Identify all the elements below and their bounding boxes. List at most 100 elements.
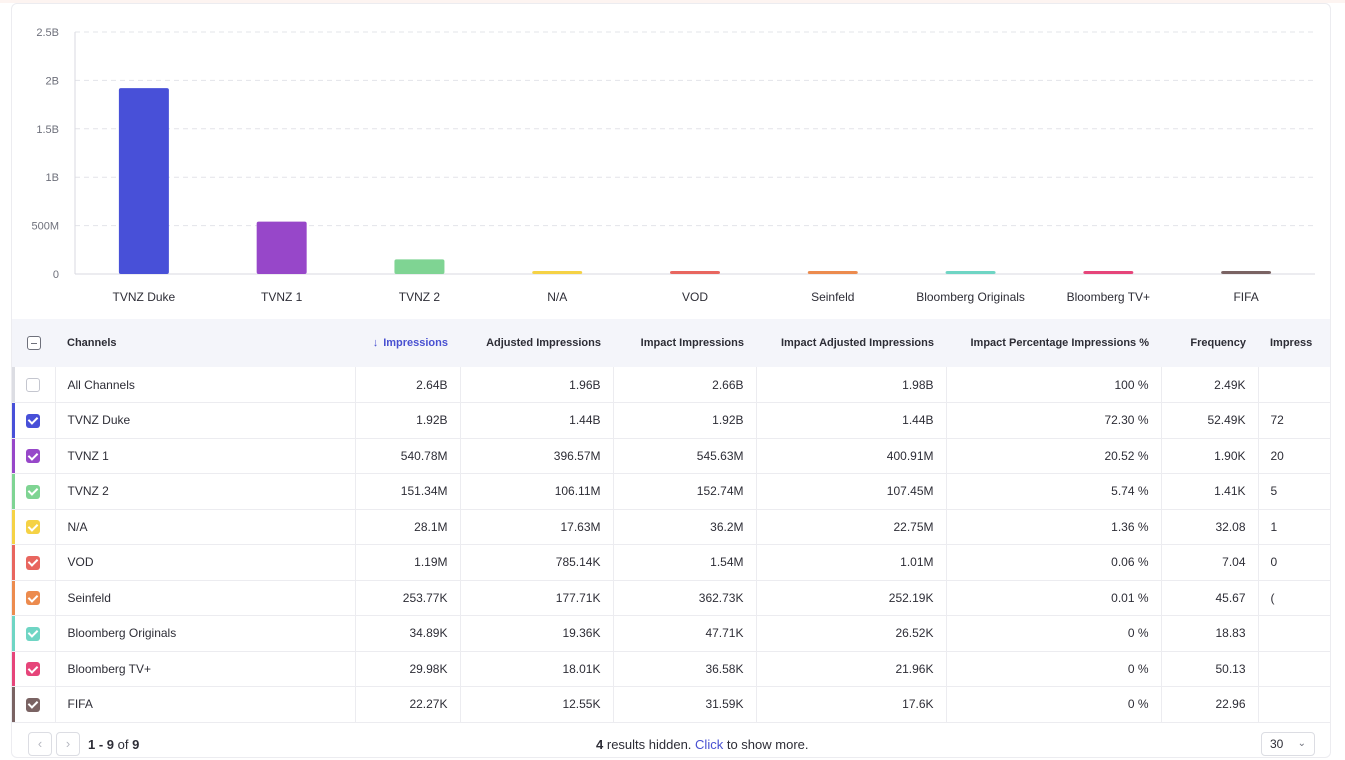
row-checkbox-cell[interactable] [12,473,56,510]
cell-impressions-extra [1258,651,1330,687]
show-more-link[interactable]: Click [695,737,724,752]
cell-impressions: 22.27K [355,686,461,722]
cell-frequency: 18.83 [1161,615,1259,652]
cell-impact-adjusted: 400.91M [756,438,947,474]
page-range: 1 - 9 [88,737,115,752]
cell-impact: 47.71K [613,615,757,652]
row-checkbox[interactable] [26,484,41,499]
bar [394,259,445,274]
cell-impact-adjusted: 107.45M [756,473,947,510]
cell-impressions-extra: 0 [1258,544,1330,581]
cell-channel: All Channels [55,367,356,403]
prev-page-button[interactable]: ‹ [28,732,52,756]
row-checkbox-cell[interactable] [12,580,56,616]
cell-channel: TVNZ 1 [55,438,356,474]
header-impact-impressions[interactable]: Impact Impressions [640,337,744,349]
cell-impact: 362.73K [613,580,757,616]
cell-frequency: 1.90K [1161,438,1259,474]
row-checkbox-cell[interactable] [12,686,56,722]
cell-frequency: 52.49K [1161,402,1259,439]
cell-channel: TVNZ 2 [55,473,356,510]
cell-frequency: 50.13 [1161,651,1259,687]
row-checkbox[interactable] [26,591,41,606]
cell-impressions-extra: 5 [1258,473,1330,510]
cell-impact: 1.54M [613,544,757,581]
cell-impressions-extra: 72 [1258,402,1330,439]
row-color-bar [12,687,15,722]
x-tick-label: TVNZ 1 [261,290,303,304]
cell-impact: 36.58K [613,651,757,687]
bar [1083,271,1134,274]
header-impressions-extra[interactable]: Impress [1270,337,1313,349]
pagination-info: 1 - 9 of 9 [88,737,139,752]
select-all-checkbox[interactable] [26,336,41,350]
row-checkbox[interactable] [26,555,41,570]
cell-impact-adjusted: 26.52K [756,615,947,652]
row-checkbox-cell[interactable] [12,544,56,581]
sort-descending-icon: ↓ [372,337,379,349]
table-row[interactable]: Bloomberg Originals 34.89K 19.36K 47.71K 26.… [12,615,1330,652]
next-page-button[interactable]: › [56,732,80,756]
x-tick-label: Bloomberg Originals [916,290,1025,304]
header-frequency[interactable]: Frequency [1190,337,1246,349]
header-impact-percentage[interactable]: Impact Percentage Impressions % [970,337,1149,349]
page-size-select[interactable]: 30 ⌄ [1261,732,1315,756]
hidden-text: results hidden. [606,737,692,752]
row-checkbox-cell[interactable] [12,402,56,439]
row-checkbox[interactable] [26,697,41,712]
channels-table-wrap[interactable]: Channels ↓ Impressions Adjusted Impressio… [12,319,1330,722]
header-channels[interactable]: Channels [67,337,117,349]
table-row[interactable]: N/A 28.1M 17.63M 36.2M 22.75M 1.36 % 32.08 1 [12,509,1330,545]
cell-adjusted: 177.71K [460,580,614,616]
row-checkbox-cell[interactable] [12,438,56,474]
cell-impact-adjusted: 22.75M [756,509,947,545]
cell-impact: 36.2M [613,509,757,545]
row-checkbox[interactable] [26,377,41,392]
chevron-down-icon: ⌄ [1297,738,1306,749]
row-checkbox-cell[interactable] [12,509,56,545]
row-checkbox[interactable] [26,449,41,464]
row-checkbox-cell[interactable] [12,651,56,687]
row-checkbox[interactable] [26,520,41,535]
cell-impact-adjusted: 1.98B [756,367,947,403]
cell-impressions: 1.92B [355,402,461,439]
table-row[interactable]: Seinfeld 253.77K 177.71K 362.73K 252.19K 0.01… [12,580,1330,616]
hidden-results-info: 4 results hidden. Click to show more. [596,737,809,752]
cell-channel: TVNZ Duke [55,402,356,439]
row-checkbox[interactable] [26,413,41,428]
cell-impressions-extra [1258,615,1330,652]
bar [1221,271,1272,274]
cell-channel: VOD [55,544,356,581]
cell-impressions: 2.64B [355,367,461,403]
table-row[interactable]: FIFA 22.27K 12.55K 31.59K 17.6K 0 % 22.96 [12,686,1330,722]
cell-channel: N/A [55,509,356,545]
x-tick-label: Bloomberg TV+ [1067,290,1151,304]
chevron-left-icon: ‹ [37,736,43,751]
row-color-bar [12,580,15,615]
cell-frequency: 7.04 [1161,544,1259,581]
table-row[interactable]: All Channels 2.64B 1.96B 2.66B 1.98B 100 % 2.4… [12,367,1330,403]
row-checkbox-cell[interactable] [12,615,56,652]
cell-channel: Bloomberg Originals [55,615,356,652]
table-row[interactable]: TVNZ 1 540.78M 396.57M 545.63M 400.91M 20.52 … [12,438,1330,474]
row-checkbox[interactable] [26,626,41,641]
row-color-bar [12,438,15,473]
top-strip [0,0,1345,3]
table-row[interactable]: VOD 1.19M 785.14K 1.54M 1.01M 0.06 % 7.04 0 [12,544,1330,581]
bar [532,271,583,274]
table-row[interactable]: TVNZ 2 151.34M 106.11M 152.74M 107.45M 5.74 %… [12,473,1330,510]
table-row[interactable]: Bloomberg TV+ 29.98K 18.01K 36.58K 21.96K 0 %… [12,651,1330,687]
select-all-checkbox-cell[interactable] [12,319,55,367]
header-impressions[interactable]: ↓ Impressions [355,319,460,367]
cell-impact-pct: 72.30 % [946,402,1162,439]
row-checkbox-cell[interactable] [12,367,56,403]
cell-impact-pct: 1.36 % [946,509,1162,545]
header-adjusted-impressions[interactable]: Adjusted Impressions [486,337,601,349]
cell-impressions-extra: 1 [1258,509,1330,545]
cell-channel: Bloomberg TV+ [55,651,356,687]
page-of-text: of [117,737,129,752]
cell-impressions-extra: 20 [1258,438,1330,474]
header-impact-adjusted-impressions[interactable]: Impact Adjusted Impressions [780,337,934,349]
table-row[interactable]: TVNZ Duke 1.92B 1.44B 1.92B 1.44B 72.30 % 52.4… [12,402,1330,439]
row-checkbox[interactable] [26,662,41,677]
